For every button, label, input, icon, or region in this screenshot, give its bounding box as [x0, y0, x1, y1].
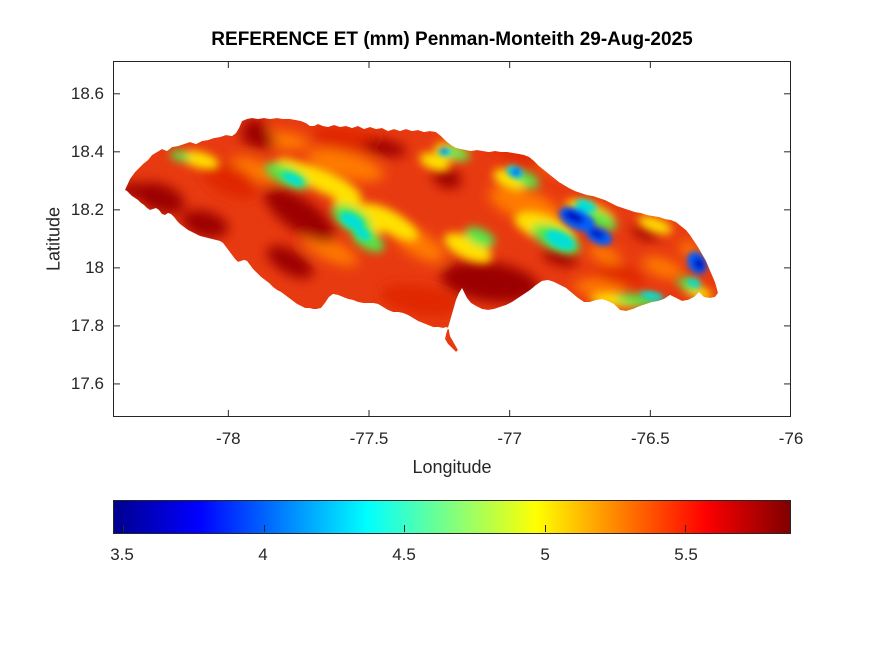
et-contour-blob	[443, 233, 493, 263]
et-contour-blob	[240, 127, 276, 149]
et-contour-blob	[125, 182, 140, 198]
y-tick-label: 17.6	[70, 373, 104, 393]
et-contour-blob	[180, 150, 220, 170]
et-contour-blob	[243, 118, 267, 132]
et-contour-blob	[542, 249, 578, 267]
colorbar-tick-label: 4.5	[392, 545, 416, 564]
et-contour-blob	[135, 182, 185, 214]
jamaica-et-map	[113, 61, 791, 417]
plot-area	[113, 61, 791, 417]
et-contour-blob	[575, 199, 597, 213]
colorbar-tick-label: 4	[258, 545, 268, 564]
et-contour-blob	[181, 209, 229, 239]
et-contour-blob	[354, 227, 372, 241]
colorbar-tick	[263, 525, 265, 532]
et-contour-blob	[432, 167, 462, 189]
y-tick-label: 18.2	[70, 199, 104, 219]
et-contour-blob	[693, 257, 705, 271]
et-contour-blob	[440, 148, 448, 154]
axes-border	[113, 61, 791, 417]
x-tick-label: -76	[778, 429, 804, 448]
et-contour-blob	[419, 152, 451, 172]
et-contour-blob	[545, 230, 575, 250]
colorbar	[113, 500, 791, 534]
et-contour-blob	[281, 172, 305, 186]
colorbar-tick	[404, 525, 406, 532]
et-contour-blob	[440, 261, 540, 303]
et-contour-blob	[170, 150, 190, 162]
et-contour-blob	[202, 161, 258, 199]
et-contour-blob	[583, 209, 617, 231]
et-contour-blob	[563, 210, 585, 224]
et-contour-blob	[588, 244, 622, 266]
et-contour-blob	[589, 229, 605, 239]
x-tick-label: -78	[216, 429, 241, 448]
y-tick-label: 18.4	[70, 141, 104, 161]
x-tick-label: -76.5	[630, 429, 670, 448]
et-contour-blob	[266, 245, 314, 279]
colorbar-tick-label: 3.5	[110, 545, 134, 564]
y-tick-label: 18.6	[70, 83, 104, 103]
et-contour-blob	[465, 227, 495, 247]
x-tick-label: -77	[497, 429, 522, 448]
et-contour-blob	[306, 148, 384, 182]
et-contour-blob	[302, 234, 358, 266]
y-tick-label: 18	[85, 257, 104, 277]
plot-title: REFERENCE ET (mm) Penman-Monteith 29-Aug…	[211, 29, 693, 50]
et-contour-blob	[637, 215, 673, 235]
et-contour-blob	[640, 291, 664, 301]
x-tick-label: -77.5	[349, 429, 389, 448]
et-contour-blob	[363, 139, 407, 157]
et-contour-blob	[642, 256, 684, 280]
et-contour-blob	[380, 284, 460, 316]
y-tick-label: 17.8	[70, 315, 104, 335]
et-contour-blob	[340, 212, 364, 230]
et-contour-blob	[276, 158, 324, 186]
colorbar-tick-label: 5.5	[674, 545, 698, 564]
et-contour-blob	[230, 157, 280, 183]
et-contour-blob	[264, 187, 336, 243]
et-contour-blob	[511, 168, 521, 176]
colorbar-tick-label: 5	[540, 545, 550, 564]
et-contour-blob	[446, 147, 470, 161]
et-contour-blob	[687, 278, 701, 288]
colorbar-tick	[685, 525, 687, 532]
colorbar-tick	[122, 525, 124, 532]
x-axis-label: Longitude	[412, 457, 492, 477]
et-contour-blob	[595, 264, 645, 286]
et-contour-blob	[440, 122, 480, 138]
et-contour-blob	[631, 225, 659, 241]
colorbar-tick	[544, 525, 546, 532]
island-fill	[125, 118, 718, 352]
